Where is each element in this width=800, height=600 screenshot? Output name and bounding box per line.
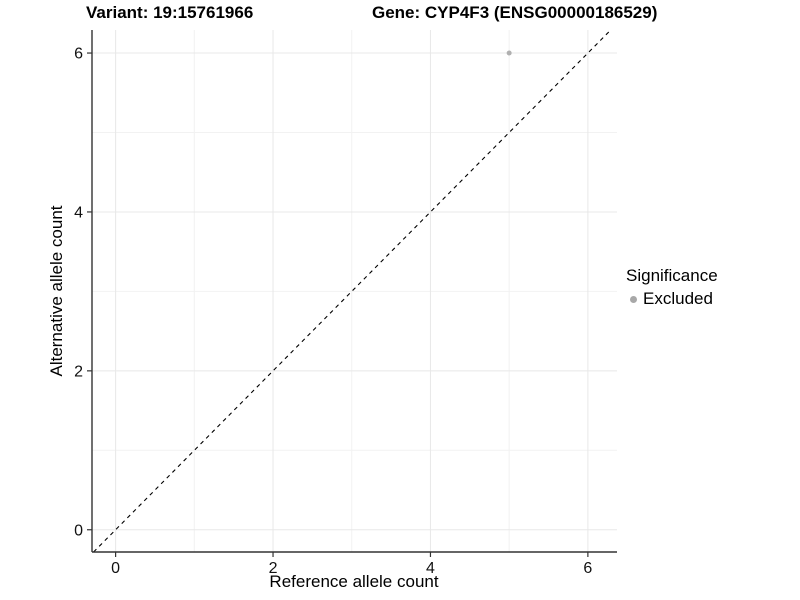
- legend-title: Significance: [626, 266, 718, 285]
- y-axis-title: Alternative allele count: [47, 205, 66, 377]
- x-tick-label: 6: [583, 560, 592, 577]
- x-axis-title: Reference allele count: [269, 572, 439, 591]
- y-tick-label: 2: [74, 363, 83, 380]
- plot-title-gene: Gene: CYP4F3 (ENSG00000186529): [372, 3, 658, 22]
- x-tick-label: 4: [426, 560, 435, 577]
- y-tick-label: 0: [74, 522, 83, 539]
- y-tick-label: 4: [74, 204, 83, 221]
- data-point: [506, 50, 512, 56]
- y-tick-label: 6: [74, 46, 83, 63]
- point-icon: [630, 295, 637, 303]
- plot-title-variant: Variant: 19:15761966: [86, 3, 254, 22]
- legend-item-label: Excluded: [643, 289, 713, 308]
- legend-item-excluded: Excluded: [626, 289, 718, 309]
- legend: Significance Excluded: [626, 266, 718, 309]
- x-tick-label: 0: [111, 560, 120, 577]
- identity-line: [93, 29, 612, 553]
- x-tick-label: 2: [269, 560, 278, 577]
